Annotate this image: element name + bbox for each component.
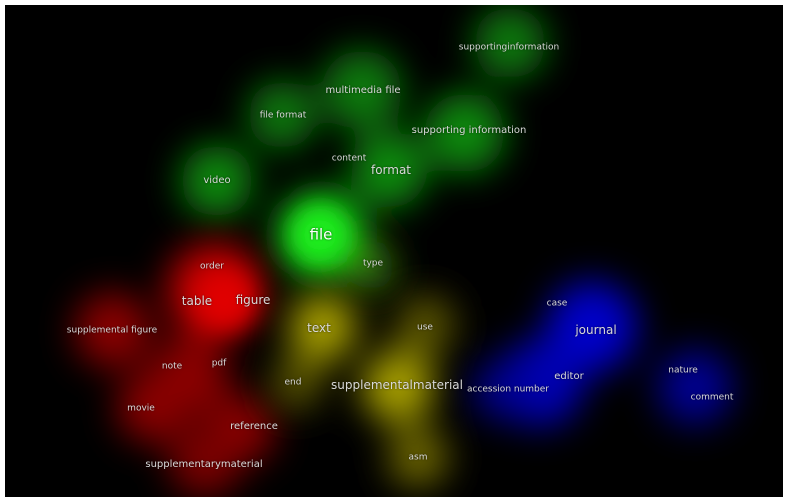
term-supportinginformation: supportinginformation (458, 42, 560, 53)
term-file: file (309, 225, 333, 244)
term-content: content (331, 153, 367, 164)
yellow-blob (395, 295, 455, 355)
blue-blob (657, 349, 733, 425)
term-use: use (417, 322, 433, 333)
term-editor: editor (554, 371, 584, 382)
green-blob (474, 7, 546, 79)
term-video: video (203, 175, 231, 186)
yellow-blob (271, 357, 323, 409)
term-type: type (362, 258, 384, 269)
term-text: text (307, 321, 331, 335)
density-blobs (75, 7, 733, 497)
term-end: end (284, 377, 302, 388)
green-core-blob (292, 207, 348, 263)
red-core (195, 270, 255, 330)
green-blob (351, 132, 427, 208)
term-reference: reference (230, 421, 278, 432)
term-comment: comment (690, 392, 734, 403)
term-asm: asm (408, 452, 428, 463)
term-order: order (200, 261, 224, 272)
red-blob (117, 371, 189, 443)
term-table: table (181, 294, 213, 308)
green-core (292, 207, 348, 263)
term-density-map: supportinginformation multimedia file fi… (5, 5, 783, 497)
term-format: format (370, 163, 412, 177)
term-figure: figure (235, 293, 271, 307)
yellow-blob (289, 293, 357, 361)
term-case: case (546, 298, 568, 309)
green-blob (347, 243, 395, 291)
red-blob (169, 425, 241, 497)
yellow-blob (362, 351, 434, 423)
term-multimedia-file: multimedia file (325, 85, 401, 96)
green-blob (248, 81, 316, 149)
blue-cluster (473, 281, 733, 427)
term-journal: journal (575, 323, 617, 337)
term-movie: movie (127, 403, 155, 414)
term-note: note (161, 361, 183, 372)
term-pdf: pdf (211, 358, 227, 369)
term-accession-number: accession number (466, 384, 550, 395)
green-blob (181, 145, 253, 217)
yellow-blob (388, 427, 448, 487)
term-file-format: file format (259, 110, 307, 121)
red-blob (75, 292, 151, 368)
term-supporting-information: supporting information (411, 125, 527, 136)
term-nature: nature (668, 365, 698, 376)
blue-blob (473, 360, 533, 420)
yellow-cluster (271, 293, 455, 487)
red-core-blob (195, 270, 255, 330)
term-supplementarymaterial: supplementarymaterial (145, 459, 263, 470)
green-blob (322, 50, 402, 130)
term-supplemental-figure: supplemental figure (66, 325, 158, 336)
green-blob (425, 93, 505, 173)
term-supplementalmaterial: supplementalmaterial (331, 378, 463, 392)
